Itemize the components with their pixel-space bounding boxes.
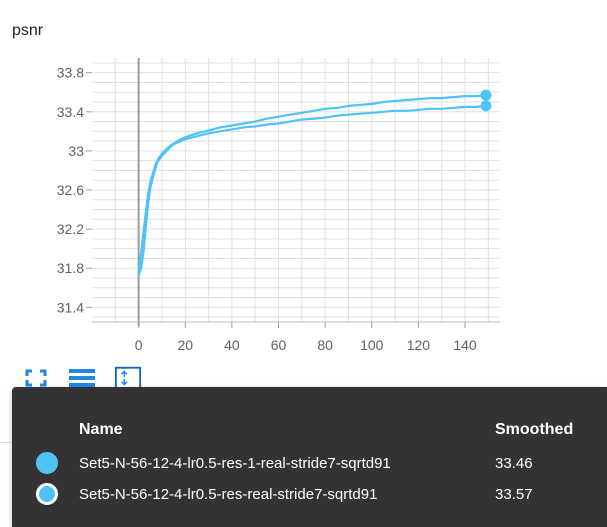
y-tick-label: 32.2 [57, 221, 84, 237]
x-tick-label: 100 [360, 337, 384, 353]
x-tick-label: 60 [271, 337, 287, 353]
series-swatch [36, 483, 58, 505]
tooltip-row: Set5-N-56-12-4-lr0.5-res-real-stride7-sq… [12, 481, 607, 511]
fullscreen-icon [25, 369, 47, 387]
run-name: Set5-N-56-12-4-lr0.5-res-real-stride7-sq… [79, 486, 378, 503]
y-tick-label: 33.4 [57, 104, 84, 120]
tooltip-header-smoothed: Smoothed [495, 421, 574, 438]
divider [0, 442, 12, 443]
run-name: Set5-N-56-12-4-lr0.5-res-1-real-stride7-… [79, 455, 391, 472]
series-endpoint-1 [480, 89, 492, 101]
y-tick-label: 31.8 [57, 260, 84, 276]
tooltip-header-name: Name [79, 421, 123, 438]
line-chart[interactable]: 31.4 31.8 32.2 32.6 33 33.4 33.8 0 20 40 60 80 100 12… [0, 0, 607, 360]
smoothed-value: 33.57 [495, 486, 533, 503]
y-tick-label: 33.8 [57, 65, 84, 81]
series-line-1 [137, 94, 487, 274]
x-tick-label: 0 [135, 337, 143, 353]
x-tick-label: 80 [317, 337, 333, 353]
y-tick-label: 33 [68, 143, 84, 159]
y-tick-label: 31.4 [57, 299, 84, 315]
menu-lines-icon [69, 369, 95, 387]
toggle-log-scale-button[interactable] [68, 365, 96, 391]
tooltip-row: Set5-N-56-12-4-lr0.5-res-1-real-stride7-… [12, 450, 607, 480]
series-swatch [36, 452, 58, 474]
fullscreen-button[interactable] [22, 365, 50, 391]
y-tick-label: 32.6 [57, 182, 84, 198]
smoothed-value: 33.46 [495, 455, 533, 472]
x-tick-label: 40 [224, 337, 240, 353]
chart-tooltip: Name Smoothed Set5-N-56-12-4-lr0.5-res-1… [12, 387, 607, 527]
card-title: psnr [12, 22, 44, 39]
x-tick-label: 120 [407, 337, 431, 353]
x-tick-label: 140 [453, 337, 477, 353]
series-endpoint-0 [480, 100, 492, 112]
x-tick-label: 20 [177, 337, 193, 353]
